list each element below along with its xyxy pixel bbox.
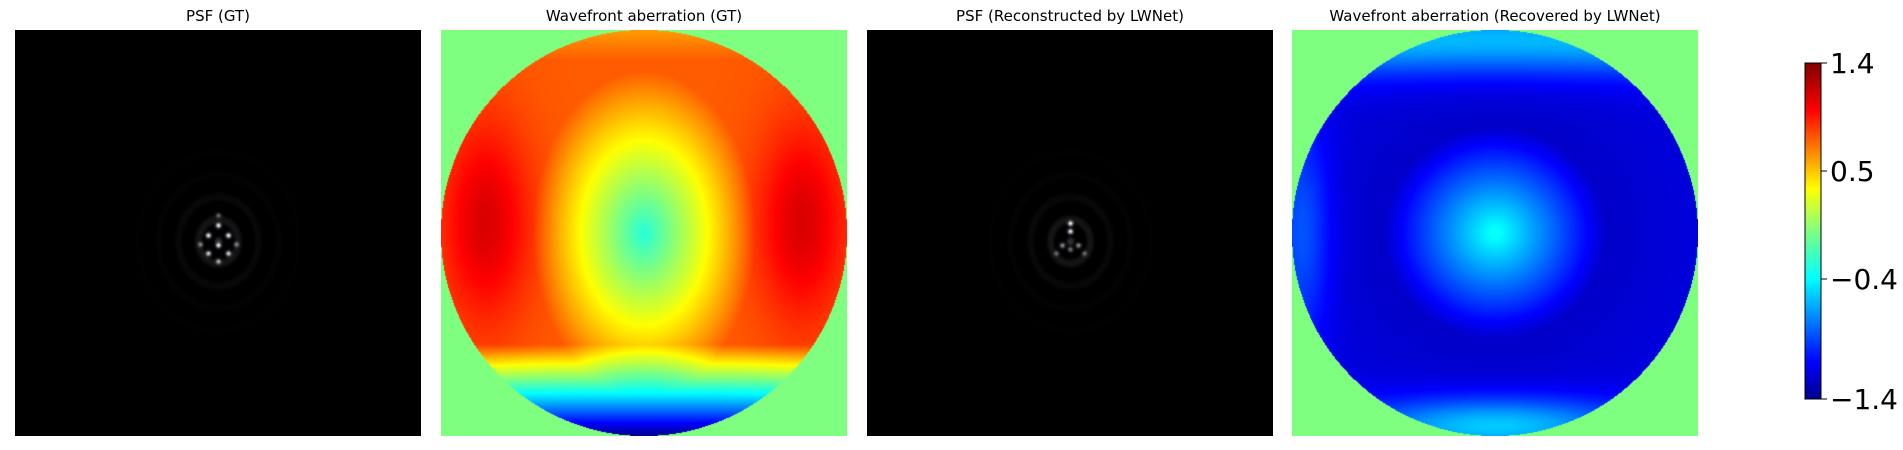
panel-title-psf-gt: PSF (GT) bbox=[186, 7, 250, 25]
wavefront-recovered-heatmap bbox=[1292, 30, 1698, 436]
wavefront-gt-heatmap bbox=[441, 30, 847, 436]
colorbar-tick-label: −1.4 bbox=[1830, 383, 1898, 416]
colorbar-gradient bbox=[1804, 62, 1822, 400]
psf-reconstructed-image bbox=[867, 30, 1273, 436]
colorbar: 1.4 0.5 −0.4 −1.4 bbox=[1804, 47, 1898, 416]
colorbar-tick-label: −0.4 bbox=[1830, 263, 1898, 296]
panel-title-wavefront-gt: Wavefront aberration (GT) bbox=[545, 7, 743, 25]
psf-gt-image bbox=[15, 30, 421, 436]
panel-title-psf-reconstructed: PSF (Reconstructed by LWNet) bbox=[956, 7, 1184, 25]
panel-title-wavefront-recovered: Wavefront aberration (Recovered by LWNet… bbox=[1329, 7, 1661, 25]
colorbar-tick-label: 0.5 bbox=[1830, 155, 1875, 188]
colorbar-tick-label: 1.4 bbox=[1830, 47, 1875, 80]
